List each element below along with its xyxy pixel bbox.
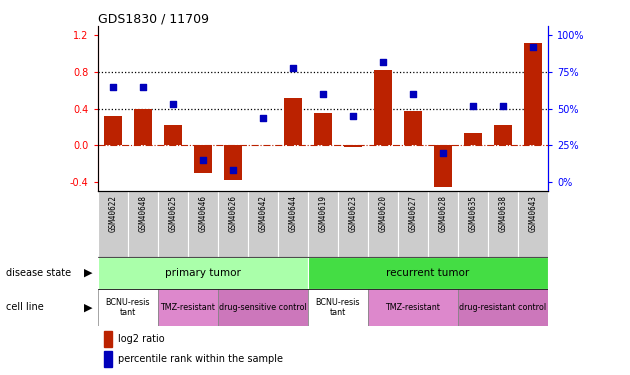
Bar	[218, 191, 248, 257]
Point	[108, 84, 118, 90]
Text: drug-sensitive control: drug-sensitive control	[219, 303, 307, 312]
Bar	[458, 289, 548, 326]
Point	[348, 113, 358, 119]
Text: disease state: disease state	[6, 268, 71, 278]
Bar	[104, 331, 112, 346]
Bar	[98, 191, 128, 257]
Bar	[104, 116, 122, 146]
Text: GSM40648: GSM40648	[138, 195, 147, 231]
Bar	[158, 191, 188, 257]
Text: recurrent tumor: recurrent tumor	[386, 268, 469, 278]
Bar	[248, 191, 278, 257]
Bar	[308, 289, 368, 326]
Bar	[278, 191, 308, 257]
Text: GSM40627: GSM40627	[408, 195, 418, 231]
Bar	[314, 113, 332, 146]
Point	[137, 84, 147, 90]
Bar	[98, 257, 308, 289]
Bar	[434, 146, 452, 187]
Point	[528, 44, 538, 50]
Text: GSM40635: GSM40635	[469, 195, 478, 231]
Bar	[524, 43, 542, 146]
Text: BCNU-resis
tant: BCNU-resis tant	[105, 298, 150, 317]
Bar	[134, 109, 152, 146]
Bar	[344, 146, 362, 147]
Bar	[488, 191, 518, 257]
Text: percentile rank within the sample: percentile rank within the sample	[118, 354, 283, 364]
Bar	[518, 191, 548, 257]
Text: GSM40625: GSM40625	[168, 195, 177, 231]
Bar	[308, 257, 548, 289]
Text: drug-resistant control: drug-resistant control	[459, 303, 547, 312]
Bar	[458, 191, 488, 257]
Bar	[98, 289, 158, 326]
Bar	[218, 289, 308, 326]
Text: GSM40626: GSM40626	[228, 195, 238, 231]
Text: BCNU-resis
tant: BCNU-resis tant	[316, 298, 360, 317]
Bar	[128, 191, 158, 257]
Bar	[194, 146, 212, 173]
Text: GSM40623: GSM40623	[348, 195, 357, 231]
Text: log2 ratio: log2 ratio	[118, 334, 164, 344]
Text: GSM40642: GSM40642	[258, 195, 267, 231]
Text: GSM40622: GSM40622	[108, 195, 117, 231]
Bar	[368, 191, 398, 257]
Point	[408, 91, 418, 97]
Point	[468, 103, 478, 109]
Point	[228, 167, 238, 173]
Bar	[224, 146, 242, 180]
Bar	[374, 70, 392, 146]
Bar	[284, 98, 302, 146]
Text: GSM40644: GSM40644	[289, 195, 297, 231]
Point	[198, 157, 208, 163]
Bar	[404, 111, 422, 146]
Bar	[338, 191, 368, 257]
Bar	[308, 191, 338, 257]
Text: GSM40638: GSM40638	[498, 195, 508, 231]
Bar	[158, 289, 218, 326]
Text: GSM40628: GSM40628	[438, 195, 447, 231]
Text: TMZ-resistant: TMZ-resistant	[160, 303, 215, 312]
Point	[168, 101, 178, 107]
Text: GSM40619: GSM40619	[318, 195, 328, 231]
Text: ▶: ▶	[84, 268, 93, 278]
Bar	[464, 133, 482, 146]
Bar	[104, 351, 112, 367]
Bar	[494, 125, 512, 146]
Bar	[164, 125, 181, 146]
Text: primary tumor: primary tumor	[165, 268, 241, 278]
Text: GDS1830 / 11709: GDS1830 / 11709	[98, 12, 209, 25]
Text: GSM40620: GSM40620	[379, 195, 387, 231]
Text: ▶: ▶	[84, 303, 93, 312]
Text: GSM40643: GSM40643	[529, 195, 537, 231]
Point	[498, 103, 508, 109]
Point	[378, 59, 388, 65]
Bar	[428, 191, 458, 257]
Bar	[398, 191, 428, 257]
Text: cell line: cell line	[6, 303, 44, 312]
Point	[318, 91, 328, 97]
Point	[258, 114, 268, 120]
Bar	[368, 289, 458, 326]
Text: TMZ-resistant: TMZ-resistant	[386, 303, 440, 312]
Point	[288, 64, 298, 70]
Point	[438, 150, 448, 156]
Text: GSM40646: GSM40646	[198, 195, 207, 231]
Bar	[188, 191, 218, 257]
